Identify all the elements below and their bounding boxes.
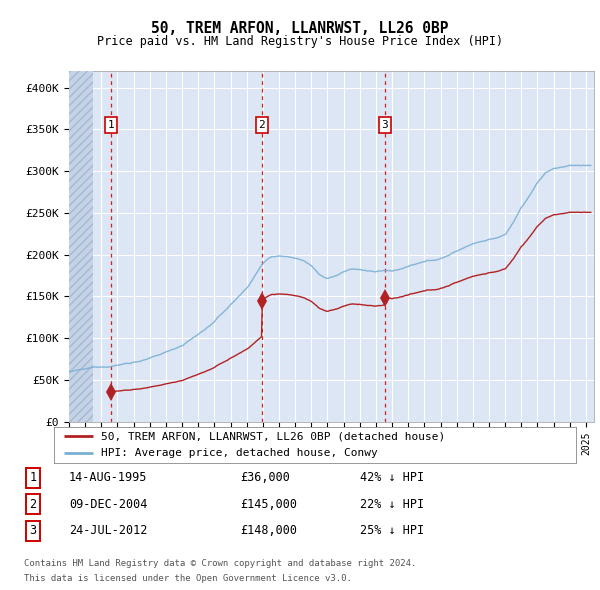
Text: 22% ↓ HPI: 22% ↓ HPI	[360, 498, 424, 511]
Text: 25% ↓ HPI: 25% ↓ HPI	[360, 525, 424, 537]
Text: Price paid vs. HM Land Registry's House Price Index (HPI): Price paid vs. HM Land Registry's House …	[97, 35, 503, 48]
Text: 14-AUG-1995: 14-AUG-1995	[69, 471, 148, 484]
Text: 1: 1	[108, 120, 115, 130]
Text: 3: 3	[29, 525, 37, 537]
Text: £36,000: £36,000	[240, 471, 290, 484]
Bar	[69, 71, 93, 422]
Text: £148,000: £148,000	[240, 525, 297, 537]
Text: This data is licensed under the Open Government Licence v3.0.: This data is licensed under the Open Gov…	[24, 574, 352, 583]
Text: 42% ↓ HPI: 42% ↓ HPI	[360, 471, 424, 484]
Text: 2: 2	[259, 120, 265, 130]
Text: 50, TREM ARFON, LLANRWST, LL26 0BP (detached house): 50, TREM ARFON, LLANRWST, LL26 0BP (deta…	[101, 431, 445, 441]
Text: 24-JUL-2012: 24-JUL-2012	[69, 525, 148, 537]
Text: Contains HM Land Registry data © Crown copyright and database right 2024.: Contains HM Land Registry data © Crown c…	[24, 559, 416, 568]
Text: 3: 3	[382, 120, 388, 130]
Text: HPI: Average price, detached house, Conwy: HPI: Average price, detached house, Conw…	[101, 448, 378, 458]
Text: 50, TREM ARFON, LLANRWST, LL26 0BP: 50, TREM ARFON, LLANRWST, LL26 0BP	[151, 21, 449, 35]
Text: £145,000: £145,000	[240, 498, 297, 511]
Text: 1: 1	[29, 471, 37, 484]
Text: 2: 2	[29, 498, 37, 511]
Text: 09-DEC-2004: 09-DEC-2004	[69, 498, 148, 511]
